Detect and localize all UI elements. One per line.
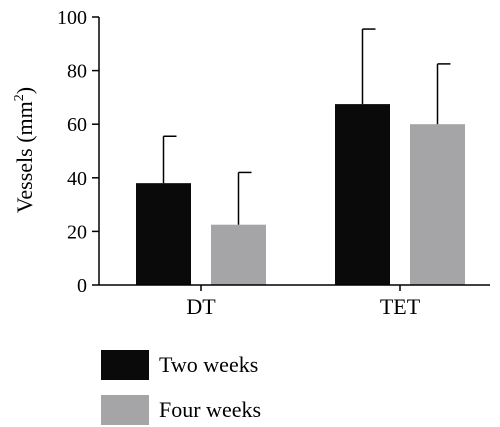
bar-dt-four-weeks [211, 224, 266, 285]
y-axis-title-main: Vessels (mm [12, 101, 37, 213]
legend-swatch-two-weeks [101, 350, 149, 380]
error-bars-layer [162, 28, 451, 225]
x-tick-label-tet: TET [380, 294, 421, 319]
y-axis-title-end: ) [12, 87, 37, 94]
legend-label-four-weeks: Four weeks [159, 397, 261, 422]
axes-layer [98, 17, 490, 291]
y-ticks-layer: 0 20 40 60 80 100 [57, 7, 99, 297]
bar-tet-four-weeks [410, 124, 465, 285]
y-axis-title-superscript: 2 [12, 94, 27, 101]
legend-label-two-weeks: Two weeks [159, 352, 258, 377]
y-tick-label-40: 40 [67, 168, 87, 190]
y-tick-label-0: 0 [77, 275, 87, 297]
x-tick-label-dt: DT [186, 294, 216, 319]
legend-swatch-four-weeks [101, 395, 149, 425]
legend: Two weeks Four weeks [101, 350, 261, 425]
y-tick-label-60: 60 [67, 114, 87, 136]
bars-layer [136, 104, 465, 285]
bar-tet-two-weeks [335, 104, 390, 285]
y-axis-title: Vessels (mm2) [12, 87, 37, 213]
y-tick-label-80: 80 [67, 61, 87, 83]
y-tick-label-20: 20 [67, 221, 87, 243]
x-category-labels: DT TET [186, 294, 420, 319]
bar-dt-two-weeks [136, 183, 191, 285]
y-tick-label-100: 100 [57, 7, 87, 29]
